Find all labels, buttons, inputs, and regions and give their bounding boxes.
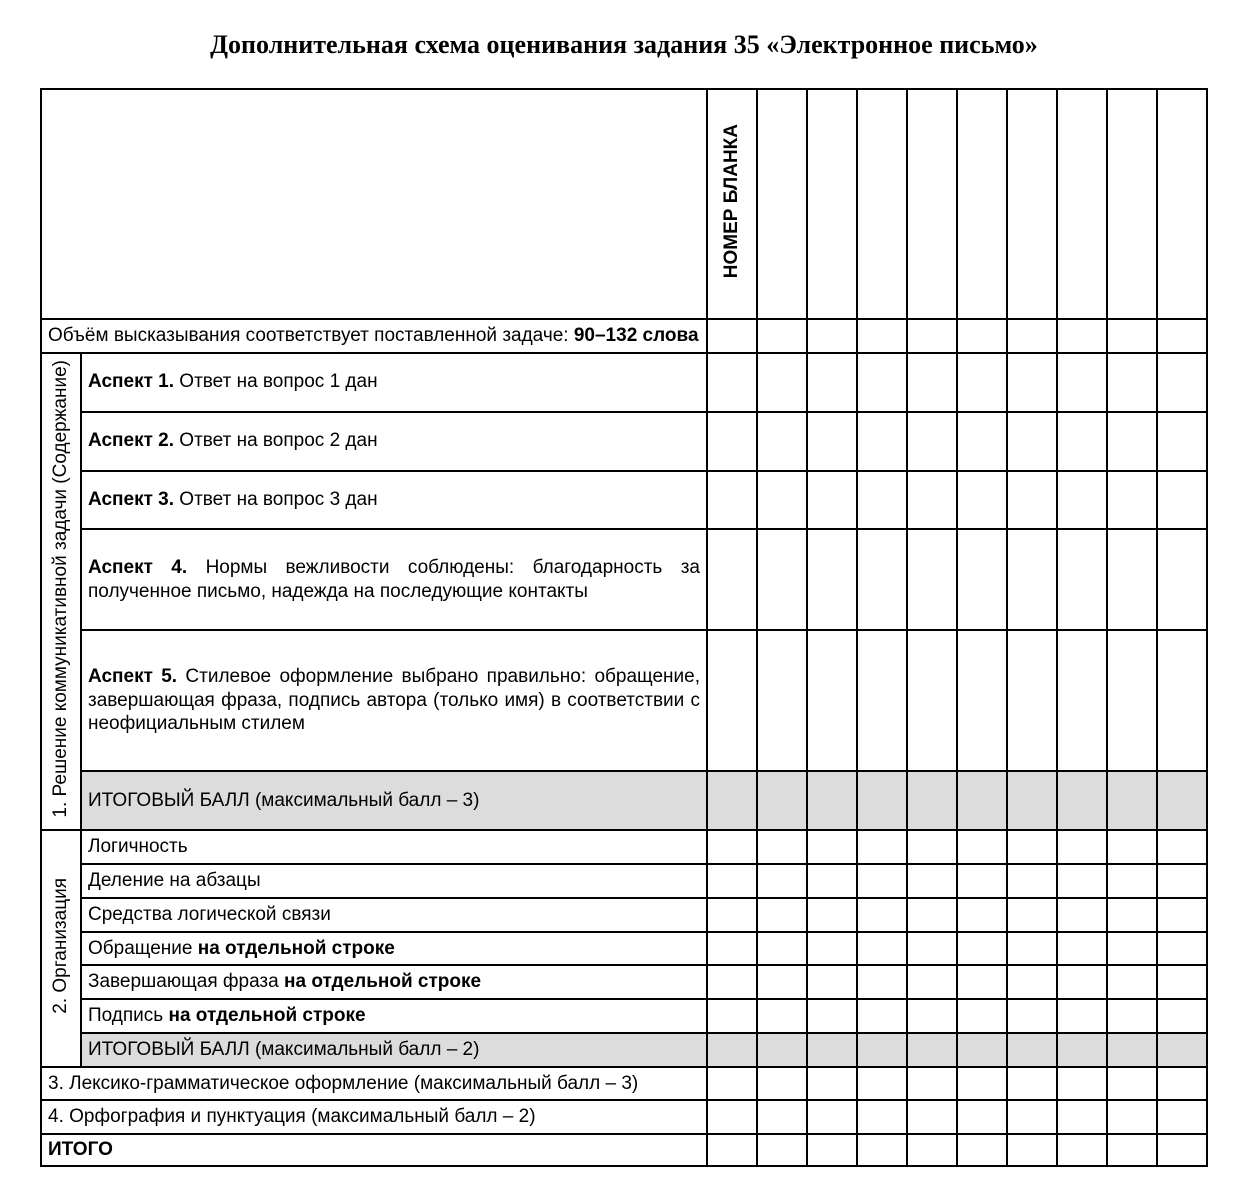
s1r1-bold: Аспект 1. (88, 371, 174, 392)
s1r5-rest: Стилевое оформление выбрано правильно: о… (88, 666, 700, 735)
s2r3-text: Средства логической связи (81, 898, 707, 932)
header-row: НОМЕР БЛАНКА (41, 89, 1207, 319)
s2r6-prefix: Подпись (88, 1005, 168, 1026)
s1-total-label: ИТОГОВЫЙ БАЛЛ (максимальный балл – 3) (81, 771, 707, 830)
volume-row: Объём высказывания соответствует поставл… (41, 319, 1207, 353)
s2r4-prefix: Обращение (88, 938, 198, 959)
s2r5-prefix: Завершающая фраза (88, 971, 284, 992)
s2-total-label: ИТОГОВЫЙ БАЛЛ (максимальный балл – 2) (81, 1033, 707, 1067)
s2-row-1: 2. Организация Логичность (41, 830, 1207, 864)
form-number-label: НОМЕР БЛАНКА (722, 118, 743, 284)
s1r2-bold: Аспект 2. (88, 430, 174, 451)
s1r4-bold: Аспект 4. (88, 557, 187, 578)
s2-row-2: Деление на абзацы (41, 864, 1207, 898)
rubric-table: НОМЕР БЛАНКА Объём высказывания соответс… (40, 88, 1208, 1167)
volume-prefix: Объём высказывания соответствует поставл… (48, 325, 574, 346)
section2-label: 2. Организация (51, 872, 72, 1020)
s1-row-4: Аспект 4. Нормы вежливости соблюдены: бл… (41, 529, 1207, 629)
s1-row-2: Аспект 2. Ответ на вопрос 2 дан (41, 412, 1207, 471)
s2r1-text: Логичность (81, 830, 707, 864)
form-number-label-cell: НОМЕР БЛАНКА (707, 89, 757, 319)
section4-label: 4. Орфография и пунктуация (максимальный… (41, 1100, 707, 1134)
s2r4-bold: на отдельной строке (198, 938, 395, 959)
s1-row-5: Аспект 5. Стилевое оформление выбрано пр… (41, 630, 1207, 772)
volume-bold: 90–132 слова (574, 325, 699, 346)
grand-total-label: ИТОГО (41, 1134, 707, 1166)
grand-total-row: ИТОГО (41, 1134, 1207, 1166)
s1r3-rest: Ответ на вопрос 3 дан (174, 489, 378, 510)
section4-row: 4. Орфография и пунктуация (максимальный… (41, 1100, 1207, 1134)
s2-row-4: Обращение на отдельной строке (41, 932, 1207, 966)
s1-total-row: ИТОГОВЫЙ БАЛЛ (максимальный балл – 3) (41, 771, 1207, 830)
s2-row-5: Завершающая фраза на отдельной строке (41, 965, 1207, 999)
s2r5-bold: на отдельной строке (284, 971, 481, 992)
section1-label: 1. Решение коммуникативной задачи (Содер… (51, 354, 72, 824)
s1-row-1: 1. Решение коммуникативной задачи (Содер… (41, 353, 1207, 412)
s1-row-3: Аспект 3. Ответ на вопрос 3 дан (41, 471, 1207, 530)
s1r5-bold: Аспект 5. (88, 666, 177, 687)
section3-row: 3. Лексико-грамматическое оформление (ма… (41, 1067, 1207, 1101)
s2r2-text: Деление на абзацы (81, 864, 707, 898)
s1r3-bold: Аспект 3. (88, 489, 174, 510)
s2-row-6: Подпись на отдельной строке (41, 999, 1207, 1033)
s2-row-3: Средства логической связи (41, 898, 1207, 932)
section3-label: 3. Лексико-грамматическое оформление (ма… (41, 1067, 707, 1101)
page-title: Дополнительная схема оценивания задания … (40, 30, 1208, 60)
s2-total-row: ИТОГОВЫЙ БАЛЛ (максимальный балл – 2) (41, 1033, 1207, 1067)
section2-label-cell: 2. Организация (41, 830, 81, 1066)
s1r2-rest: Ответ на вопрос 2 дан (174, 430, 378, 451)
s2r6-bold: на отдельной строке (168, 1005, 365, 1026)
s1r1-rest: Ответ на вопрос 1 дан (174, 371, 378, 392)
section1-label-cell: 1. Решение коммуникативной задачи (Содер… (41, 353, 81, 831)
